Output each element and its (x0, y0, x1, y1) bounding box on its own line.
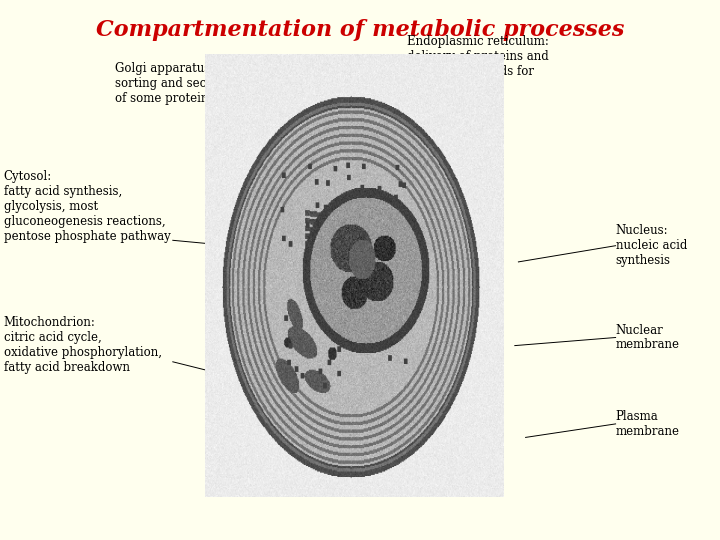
Text: Cytosol:
fatty acid synthesis,
glycolysis, most
gluconeogenesis reactions,
pento: Cytosol: fatty acid synthesis, glycolysi… (4, 170, 171, 243)
Text: Mitochondrion:
citric acid cycle,
oxidative phosphorylation,
fatty acid breakdow: Mitochondrion: citric acid cycle, oxidat… (4, 316, 161, 374)
Text: Compartmentation of metabolic processes: Compartmentation of metabolic processes (96, 19, 624, 41)
Text: Endoplasmic reticulum:
delivery of proteins and
synthesis of lipids for
membrane: Endoplasmic reticulum: delivery of prote… (407, 35, 549, 93)
Text: Nuclear
membrane: Nuclear membrane (616, 323, 680, 352)
Text: Plasma
membrane: Plasma membrane (616, 410, 680, 438)
Text: Nucleus:
nucleic acid
synthesis: Nucleus: nucleic acid synthesis (616, 224, 687, 267)
Text: DNA: DNA (375, 272, 410, 285)
Text: Golgi apparatus:
sorting and secretion
of some proteins: Golgi apparatus: sorting and secretion o… (115, 62, 242, 105)
